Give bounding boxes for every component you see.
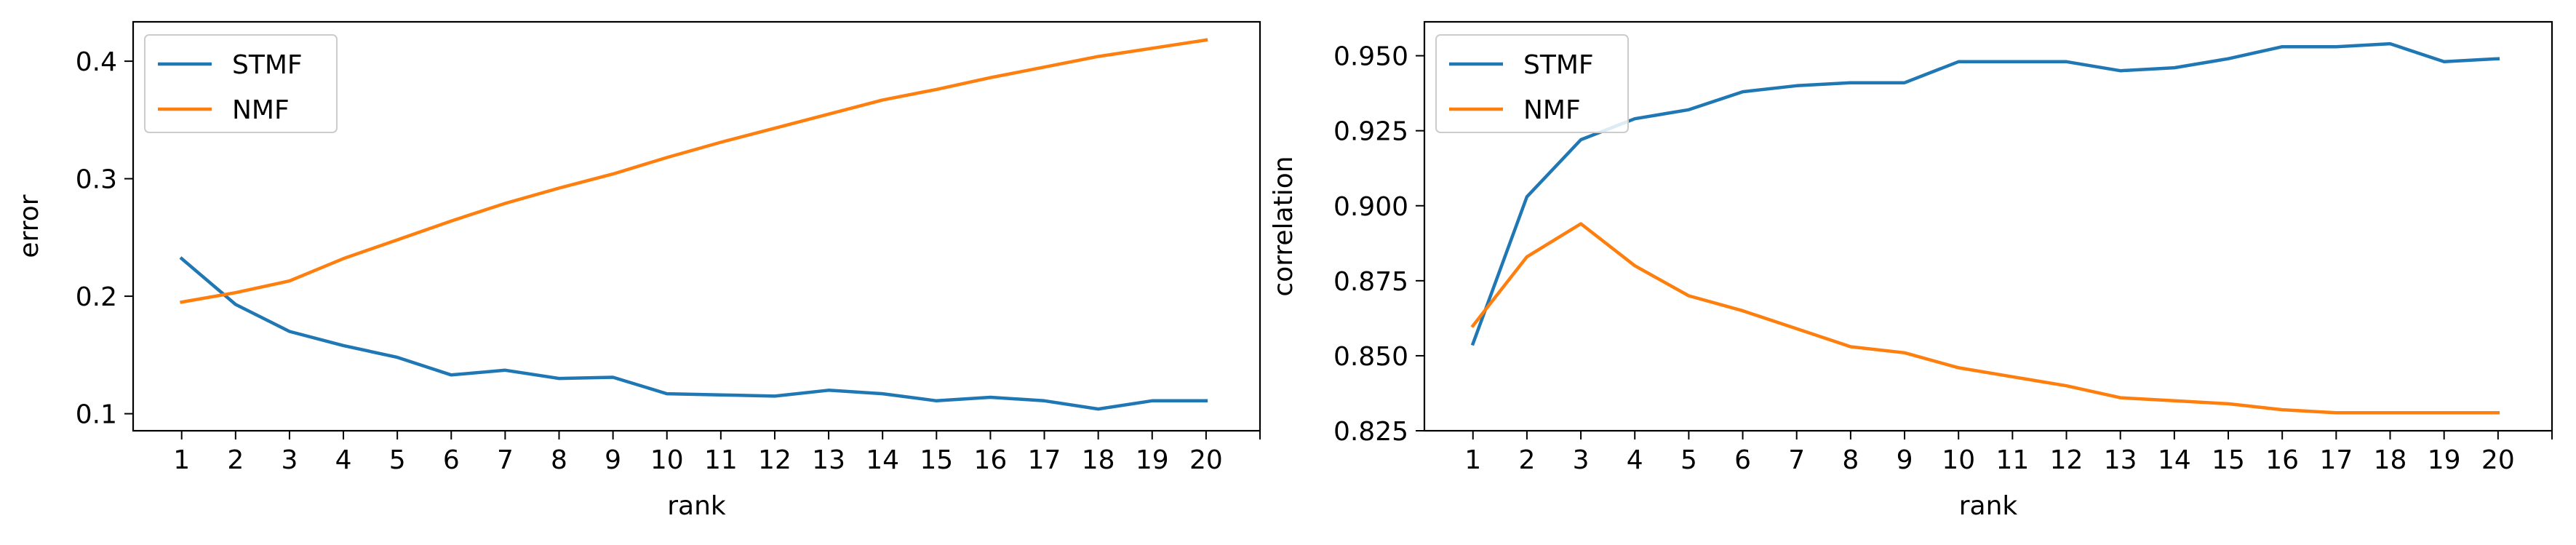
- chart-1-x-tick-label: 6: [1734, 445, 1751, 475]
- chart-0-x-tick-label: 1: [173, 445, 190, 475]
- chart-0-x-tick-label: 13: [812, 445, 845, 475]
- chart-1-x-tick-label: 7: [1788, 445, 1805, 475]
- chart-0-x-tick-label: 4: [335, 445, 352, 475]
- chart-0-y-tick-label: 0.2: [76, 282, 117, 312]
- chart-1-x-tick-label: 15: [2212, 445, 2245, 475]
- chart-1-x-tick-label: 12: [2050, 445, 2083, 475]
- chart-1-x-tick-label: 5: [1680, 445, 1697, 475]
- chart-0-x-tick-label: 16: [974, 445, 1008, 475]
- chart-1-x-tick-label: 9: [1897, 445, 1913, 475]
- chart-0-x-tick-label: 12: [758, 445, 791, 475]
- chart-0-x-tick-label: 20: [1189, 445, 1223, 475]
- chart-1-y-tick-label: 0.900: [1333, 192, 1408, 222]
- chart-0-x-tick-label: 14: [866, 445, 899, 475]
- chart-1-x-tick-label: 18: [2374, 445, 2407, 475]
- chart-0-x-tick-label: 11: [704, 445, 738, 475]
- chart-1-x-tick-label: 3: [1573, 445, 1590, 475]
- chart-0-x-tick-label: 6: [443, 445, 460, 475]
- chart-0-x-tick-label: 8: [551, 445, 567, 475]
- chart-0-x-tick-label: 17: [1028, 445, 1061, 475]
- chart-1-x-tick-label: 16: [2265, 445, 2299, 475]
- chart-0-legend-label-nmf: NMF: [232, 95, 290, 125]
- chart-0-x-tick-label: 19: [1136, 445, 1169, 475]
- chart-1-y-tick-label: 0.825: [1333, 417, 1408, 447]
- error-chart-panel: 1 2 3 4 5 6 7 8 9 10 11 12 13 14 15 16 17 18 19 200.10.20.3…: [15, 20, 1261, 521]
- chart-1-y-tick-label: 0.950: [1333, 42, 1408, 72]
- chart-0-x-tick-label: 9: [605, 445, 621, 475]
- chart-0-x-tick-label: 5: [389, 445, 406, 475]
- chart-0-x-tick-label: 2: [227, 445, 244, 475]
- chart-0-y-axis-label: error: [15, 194, 44, 258]
- chart-1-series-nmf-line: [1470, 222, 2500, 415]
- chart-0-x-tick-label: 7: [497, 445, 514, 475]
- chart-0-series-stmf-line: [179, 256, 1208, 411]
- chart-0-x-axis-label: rank: [667, 491, 726, 521]
- chart-1-x-tick-label: 11: [1995, 445, 2029, 475]
- chart-1-x-axis-label: rank: [1959, 491, 2018, 521]
- chart-1-x-tick-label: 10: [1942, 445, 1975, 475]
- chart-1-x-tick-label: 17: [2319, 445, 2353, 475]
- chart-0-x-tick-label: 15: [920, 445, 953, 475]
- chart-0-x-tick-label: 3: [281, 445, 298, 475]
- chart-1-series-stmf-line: [1470, 41, 2500, 346]
- chart-0-axes-frame: [132, 20, 1261, 432]
- chart-1-y-axis-label: correlation: [1269, 156, 1299, 296]
- chart-1-x-tick-label: 4: [1627, 445, 1643, 475]
- chart-1-x-tick-label: 8: [1842, 445, 1859, 475]
- chart-1-axes-frame: [1423, 20, 2553, 432]
- chart-0-x-tick-label: 10: [650, 445, 684, 475]
- chart-0-x-tick-label: 18: [1082, 445, 1115, 475]
- chart-1-legend-label-nmf: NMF: [1523, 95, 1581, 125]
- correlation-chart-panel: 1 2 3 4 5 6 7 8 9 10 11 12 13 14 15 16 17 18 19 200.8250.85…: [1269, 20, 2553, 521]
- chart-1-y-tick-label: 0.875: [1333, 267, 1408, 297]
- chart-1-y-tick-label: 0.925: [1333, 117, 1408, 147]
- chart-0-y-tick-label: 0.1: [76, 400, 117, 430]
- chart-1-x-tick-label: 13: [2104, 445, 2137, 475]
- chart-0-legend-label-stmf: STMF: [232, 50, 303, 80]
- chart-1-x-tick-label: 14: [2158, 445, 2191, 475]
- chart-1-x-tick-label: 2: [1518, 445, 1535, 475]
- chart-1-y-tick-label: 0.850: [1333, 342, 1408, 372]
- chart-1-x-tick-label: 20: [2481, 445, 2515, 475]
- chart-1-x-tick-label: 19: [2428, 445, 2461, 475]
- chart-0-series-nmf-line: [180, 38, 1208, 304]
- chart-0-y-tick-label: 0.4: [76, 47, 117, 77]
- chart-0-y-tick-label: 0.3: [76, 165, 117, 195]
- chart-1-legend-label-stmf: STMF: [1523, 50, 1594, 80]
- chart-1-x-tick-label: 1: [1464, 445, 1481, 475]
